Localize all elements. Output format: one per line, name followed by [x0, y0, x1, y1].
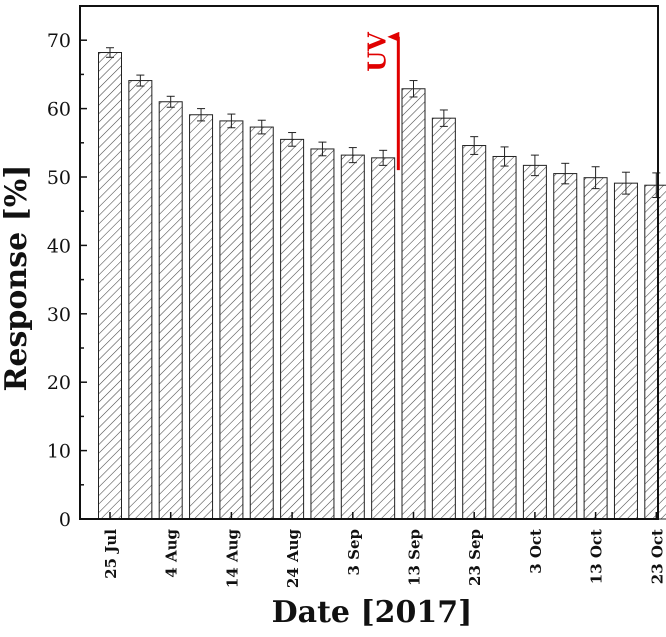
bar	[340, 154, 365, 520]
bar	[613, 182, 638, 520]
error-bar	[166, 95, 175, 108]
bar	[462, 145, 487, 520]
error-bar	[591, 166, 600, 190]
bar	[158, 101, 183, 520]
error-bar	[561, 162, 570, 185]
error-bar	[470, 136, 479, 155]
error-bar	[257, 119, 266, 135]
y-axis-title: Response [%]	[0, 164, 34, 391]
error-bar	[288, 132, 297, 147]
bar	[583, 177, 608, 520]
bar	[280, 138, 305, 520]
bars-layer	[98, 47, 666, 520]
error-bar	[106, 47, 114, 58]
y-tick-label: 0	[59, 509, 71, 531]
error-bar	[136, 74, 145, 87]
bar	[401, 88, 426, 520]
x-tick-label: 3 Oct	[527, 529, 545, 574]
x-tick-label: 23 Sep	[466, 529, 484, 586]
error-bar	[318, 141, 327, 157]
uv-annotation-label: UV	[362, 32, 391, 72]
x-tick-label: 23 Oct	[648, 529, 666, 584]
x-tick-label: 25 Jul	[102, 529, 120, 579]
error-bar	[500, 146, 509, 167]
axes-layer: 0 10 20 30 40 50 60 70 25 Jul 4 Aug 14 Aug 24 Aug 3 …	[47, 5, 666, 589]
bar	[553, 173, 578, 520]
error-bar	[530, 154, 539, 177]
y-tick-label: 10	[47, 441, 71, 463]
y-tick-label: 50	[47, 167, 71, 189]
x-axis-title: Date [2017]	[272, 595, 473, 630]
bar	[371, 157, 396, 520]
bar	[219, 120, 244, 520]
x-tick-label: 13 Sep	[406, 529, 424, 586]
y-tick-label: 60	[47, 99, 71, 121]
bar	[431, 117, 456, 520]
x-tick-label: 13 Oct	[588, 529, 606, 584]
error-bar	[409, 80, 418, 98]
error-bar	[197, 108, 206, 122]
plot-frame	[79, 5, 659, 520]
bar	[310, 148, 335, 520]
y-tick-label: 20	[47, 372, 71, 394]
y-tick-label: 30	[47, 304, 71, 326]
bar	[128, 80, 153, 520]
bar	[98, 52, 122, 520]
x-tick-label: 3 Sep	[345, 529, 363, 576]
bar	[492, 155, 517, 520]
annotation-layer: UV	[362, 31, 400, 171]
x-tick-label: 4 Aug	[163, 529, 181, 578]
error-bar	[227, 113, 236, 129]
bar	[522, 164, 547, 520]
error-bar	[439, 109, 448, 127]
y-tick-label: 40	[47, 235, 71, 257]
error-bar	[379, 149, 388, 166]
bar	[189, 114, 214, 520]
x-tick-label: 14 Aug	[223, 529, 241, 589]
error-bar	[348, 147, 357, 164]
bar	[644, 184, 666, 520]
bar	[249, 126, 274, 520]
y-tick-label: 70	[47, 30, 71, 52]
x-tick-label: 24 Aug	[284, 529, 302, 589]
error-bar	[621, 171, 630, 195]
